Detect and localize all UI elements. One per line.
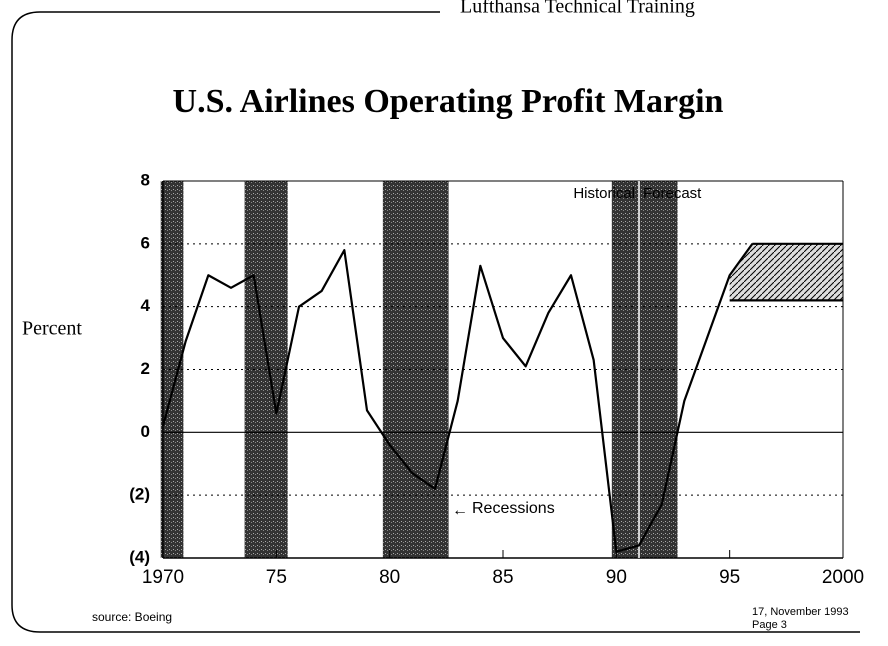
x-tick-label: 90 [606,567,627,588]
annotation: Forecast [643,185,702,202]
x-tick-label: 2000 [822,567,864,588]
x-tick-label: 75 [266,567,287,588]
forecast-range [729,243,843,301]
y-tick-label: 0 [141,422,150,441]
annotation-arrow: ← [452,502,468,519]
header: Lufthansa Technical Training [460,0,695,18]
x-tick-label: 1970 [142,567,184,588]
annotation: Recessions [472,500,555,517]
page: Page 3 [752,619,787,631]
y-axis-label: Percent [22,318,82,340]
y-tick-label: 4 [141,296,151,315]
series-line [161,243,754,553]
chart-title: U.S. Airlines Operating Profit Margin [173,83,724,120]
x-tick-label: 95 [719,567,740,588]
recession-band [160,181,184,558]
source: source: Boeing [92,610,172,624]
annotation: Historical [573,185,635,202]
frame [11,11,860,633]
y-tick-label: 6 [141,233,150,252]
y-tick-label: (4) [129,547,150,566]
y-tick-label: 8 [141,170,150,189]
y-tick-label: (2) [129,485,150,504]
y-tick-label: 2 [141,359,150,378]
x-tick-label: 80 [379,567,400,588]
x-tick-label: 85 [492,567,513,588]
date: 17, November 1993 [752,606,849,618]
